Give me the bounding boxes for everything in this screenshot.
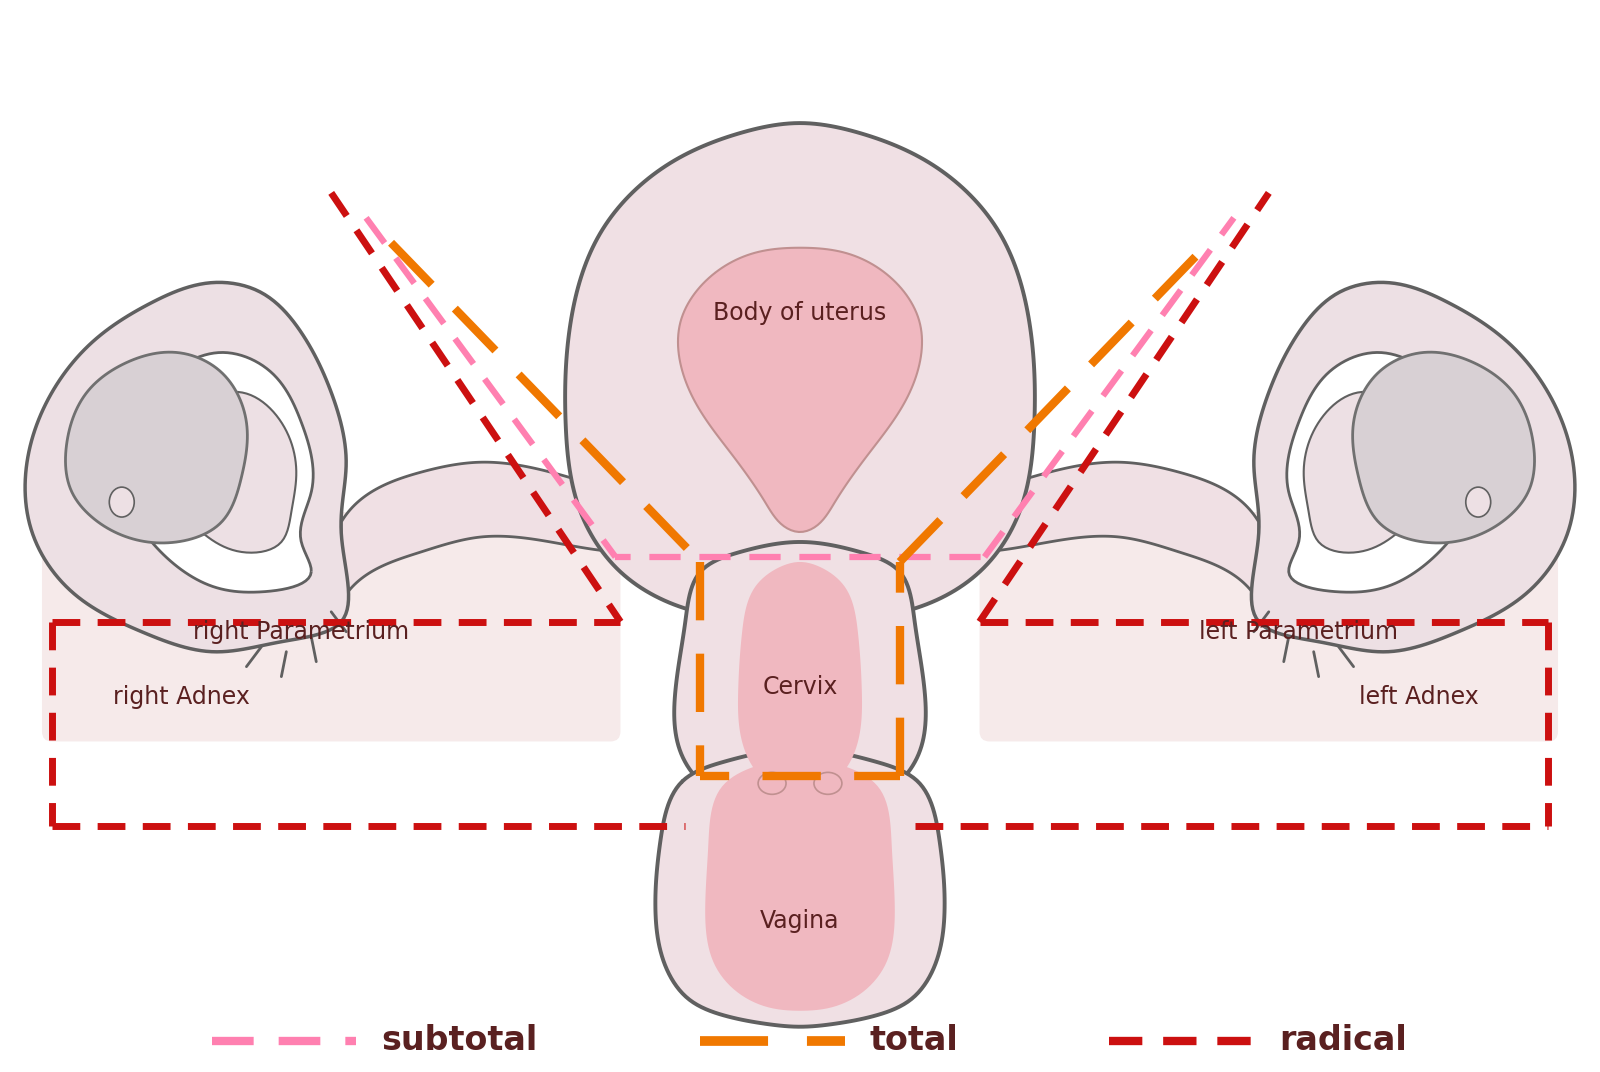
Text: Vagina: Vagina — [760, 909, 840, 933]
Ellipse shape — [814, 773, 842, 794]
Text: left Parametrium: left Parametrium — [1200, 620, 1398, 644]
Ellipse shape — [1466, 487, 1491, 517]
Polygon shape — [1251, 282, 1574, 652]
Polygon shape — [738, 562, 862, 787]
Polygon shape — [1352, 353, 1534, 542]
Polygon shape — [706, 759, 894, 1011]
Polygon shape — [674, 542, 926, 806]
FancyBboxPatch shape — [979, 512, 1558, 742]
Ellipse shape — [758, 773, 786, 794]
Polygon shape — [122, 353, 314, 592]
Text: Body of uterus: Body of uterus — [714, 300, 886, 325]
Text: right Adnex: right Adnex — [114, 685, 250, 709]
Polygon shape — [678, 248, 922, 532]
Text: subtotal: subtotal — [381, 1024, 538, 1057]
Text: radical: radical — [1278, 1024, 1406, 1057]
Text: total: total — [870, 1024, 958, 1057]
FancyBboxPatch shape — [42, 512, 621, 742]
Polygon shape — [341, 462, 621, 601]
Text: left Adnex: left Adnex — [1358, 685, 1478, 709]
Polygon shape — [26, 282, 349, 652]
Text: Cervix: Cervix — [762, 674, 838, 699]
Polygon shape — [1304, 391, 1432, 553]
Polygon shape — [979, 462, 1259, 601]
Polygon shape — [66, 353, 248, 542]
Ellipse shape — [109, 487, 134, 517]
Text: right Parametrium: right Parametrium — [194, 620, 410, 644]
Polygon shape — [565, 123, 1035, 627]
Polygon shape — [1286, 353, 1478, 592]
Polygon shape — [168, 391, 296, 553]
Polygon shape — [656, 749, 944, 1027]
